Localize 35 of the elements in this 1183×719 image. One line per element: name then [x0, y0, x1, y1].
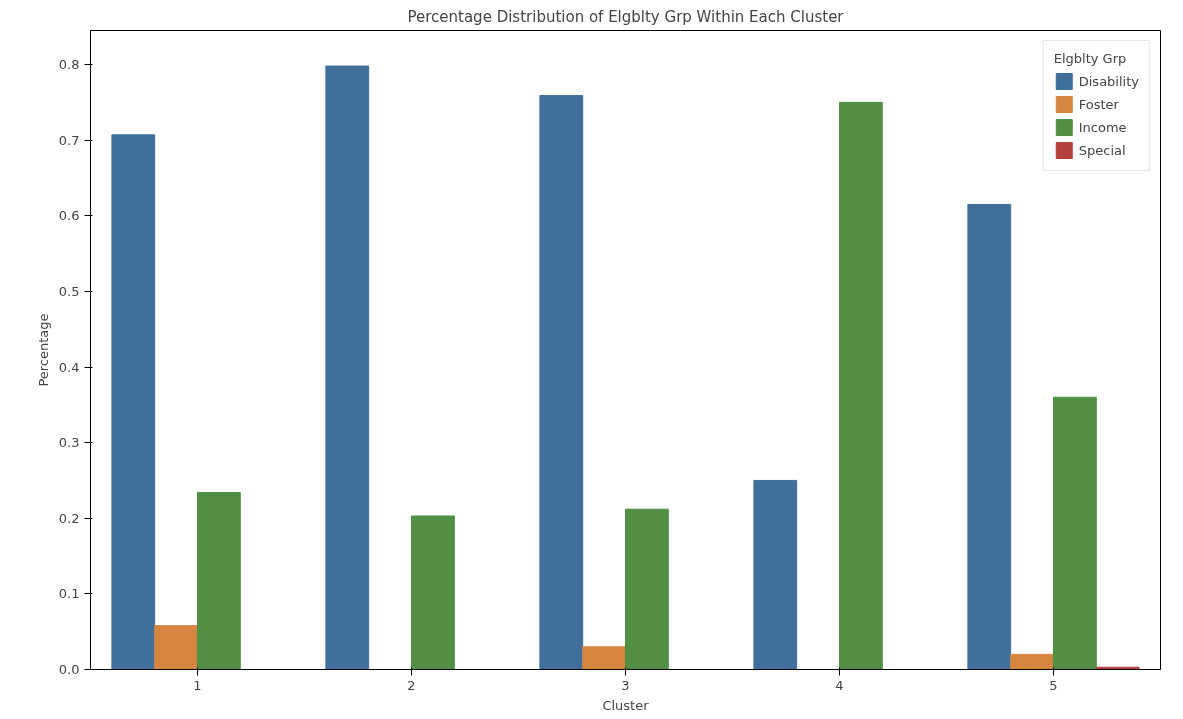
y-tick-label: 0.1	[58, 586, 80, 602]
y-tick-label: 0.3	[58, 435, 80, 451]
legend-label: Special	[1078, 142, 1126, 158]
legend-label: Foster	[1078, 96, 1119, 112]
bar	[967, 203, 1012, 670]
chart-title: Percentage Distribution of Elgblty Grp Within Each Cluster	[407, 7, 845, 26]
y-tick-label: 0.5	[58, 283, 80, 299]
bar	[753, 479, 798, 670]
x-tick-label: 5	[1049, 677, 1058, 693]
bar	[539, 95, 584, 670]
bar	[111, 134, 156, 670]
bar	[582, 646, 626, 670]
y-axis-title: Percentage	[35, 313, 51, 387]
bar	[839, 101, 883, 670]
y-tick-label: 0.2	[58, 510, 80, 526]
bar	[154, 625, 198, 670]
x-tick-label: 3	[621, 677, 630, 693]
legend-label: Disability	[1078, 73, 1139, 89]
bar	[1010, 653, 1054, 670]
y-tick-label: 0.7	[58, 132, 80, 148]
bar	[325, 65, 370, 670]
x-axis-title: Cluster	[602, 697, 650, 713]
y-tick-label: 0.4	[58, 359, 80, 375]
legend-label: Income	[1078, 119, 1127, 135]
x-tick-label: 4	[835, 677, 844, 693]
y-tick-label: 0.8	[58, 57, 80, 73]
bar	[197, 492, 241, 670]
bar	[1053, 396, 1097, 670]
y-tick-label: 0.0	[58, 662, 80, 677]
x-tick-label: 1	[193, 677, 202, 693]
legend-title: Elgblty Grp	[1053, 51, 1128, 66]
y-tick-label: 0.6	[58, 208, 80, 224]
bar	[411, 515, 455, 670]
x-tick-label: 2	[407, 677, 416, 693]
bar	[625, 508, 669, 670]
